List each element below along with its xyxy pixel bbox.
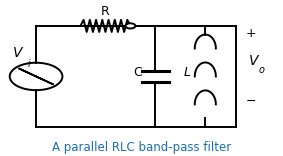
Text: C: C <box>133 66 142 79</box>
Text: A parallel RLC band-pass filter: A parallel RLC band-pass filter <box>52 141 231 154</box>
Text: +: + <box>246 27 256 40</box>
Text: $V$: $V$ <box>248 54 260 68</box>
Text: L: L <box>184 66 191 79</box>
Text: o: o <box>258 65 264 75</box>
Text: A parallel RLC band-pass filter: A parallel RLC band-pass filter <box>0 155 1 156</box>
Text: R: R <box>101 5 110 18</box>
Circle shape <box>125 23 135 29</box>
Text: $V$: $V$ <box>12 46 24 60</box>
Text: −: − <box>246 95 256 107</box>
Text: i: i <box>28 59 31 69</box>
